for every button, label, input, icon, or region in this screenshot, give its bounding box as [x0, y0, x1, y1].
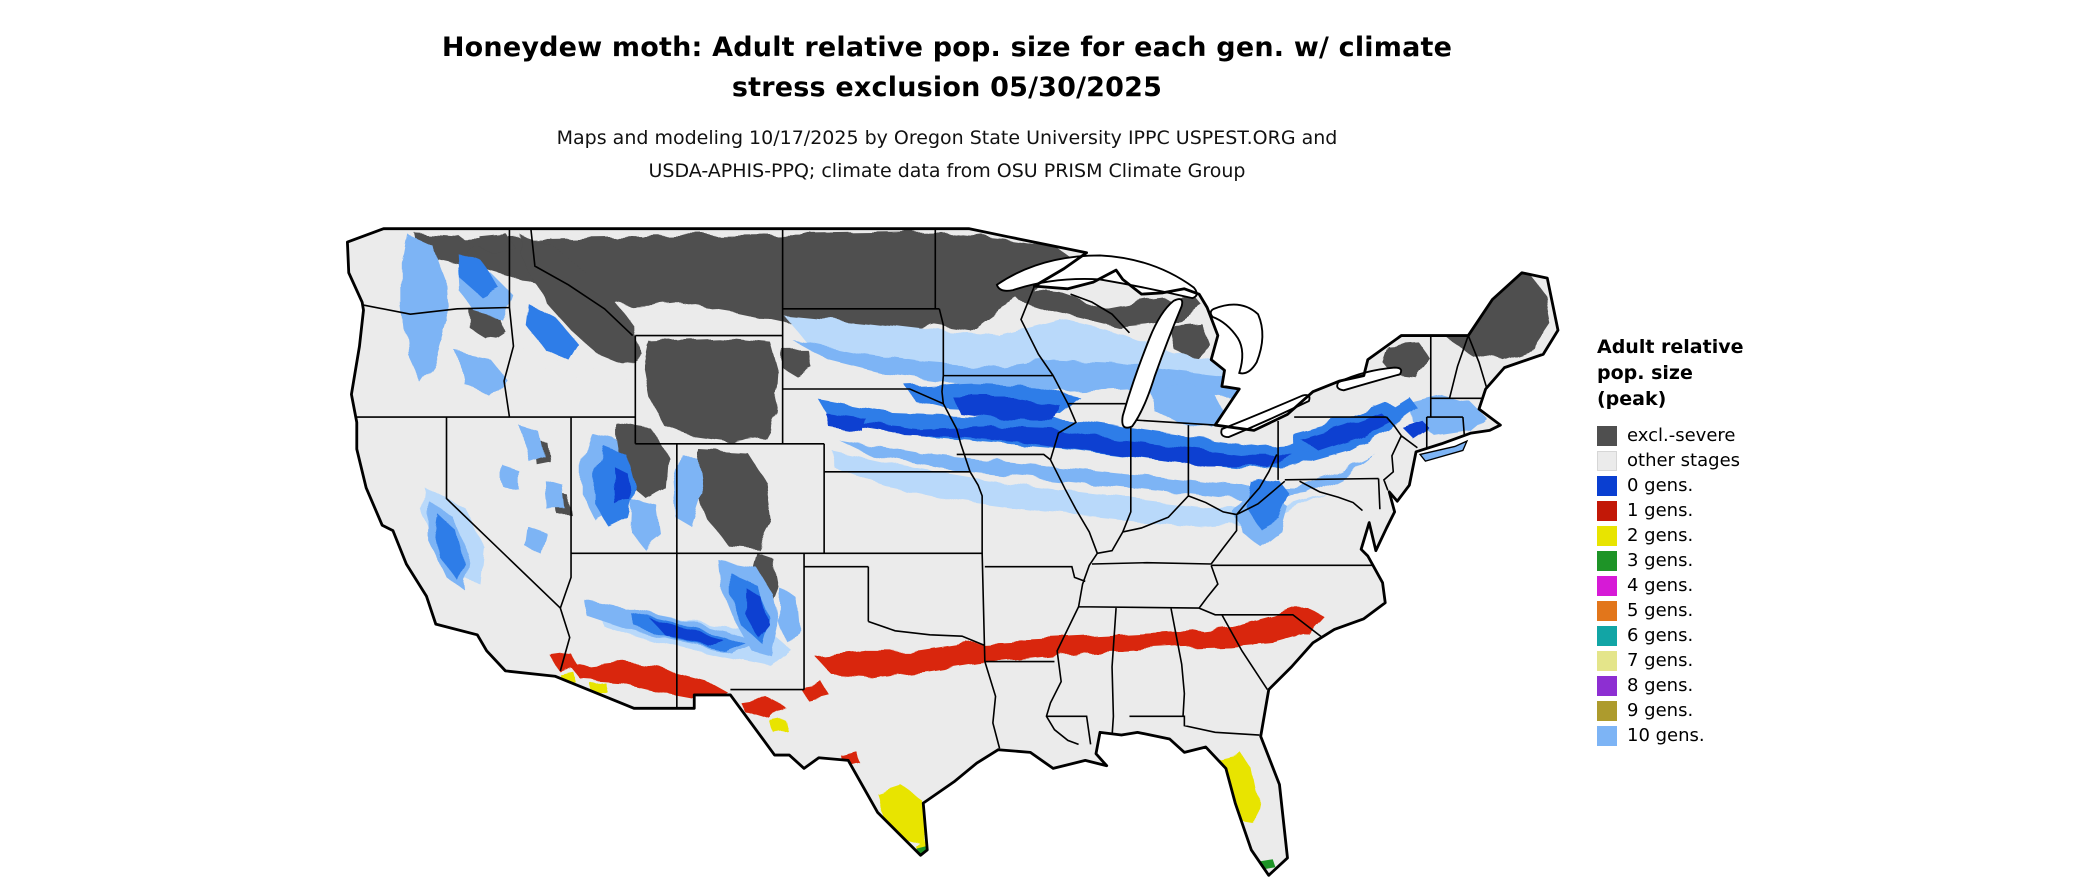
legend-swatch	[1597, 600, 1617, 621]
legend-item: 6 gens.	[1597, 623, 1827, 648]
legend-swatch	[1597, 725, 1617, 746]
legend-swatch	[1597, 675, 1617, 696]
legend-item-label: 5 gens.	[1627, 600, 1694, 621]
legend-item-label: 4 gens.	[1627, 575, 1694, 596]
legend-item: 1 gens.	[1597, 498, 1827, 523]
legend-title: Adult relative pop. size (peak)	[1597, 334, 1827, 412]
legend-title-line-1: Adult relative	[1597, 336, 1744, 358]
state-borders	[351, 228, 1488, 749]
lake-ontario	[1336, 366, 1403, 392]
legend-item-label: 2 gens.	[1627, 525, 1694, 546]
us-choropleth-map	[346, 227, 1560, 877]
legend-item-label: 9 gens.	[1627, 700, 1694, 721]
legend-item-label: excl.-severe	[1627, 425, 1736, 446]
layer-land-holes	[512, 343, 641, 381]
legend-swatch	[1597, 500, 1617, 521]
title-line-1: Honeydew moth: Adult relative pop. size …	[441, 32, 1453, 63]
layer-gen0-core	[613, 397, 1431, 646]
legend-item-label: 1 gens.	[1627, 500, 1694, 521]
lake-huron	[1209, 303, 1264, 375]
lake-superior	[995, 254, 1198, 300]
legend-item: 4 gens.	[1597, 573, 1827, 598]
legend-item: 9 gens.	[1597, 698, 1827, 723]
legend-swatch	[1597, 525, 1617, 546]
legend-item-label: 10 gens.	[1627, 725, 1705, 746]
legend-item-label: 6 gens.	[1627, 625, 1694, 646]
legend-item: 10 gens.	[1597, 723, 1827, 748]
layer-gen1-red	[550, 605, 1324, 768]
legend-swatch	[1597, 650, 1617, 671]
legend-item-label: 8 gens.	[1627, 675, 1694, 696]
title-line-2: stress exclusion 05/30/2025	[731, 72, 1163, 103]
legend-item-label: 3 gens.	[1627, 550, 1694, 571]
legend-item: other stages	[1597, 448, 1827, 473]
legend-item: 2 gens.	[1597, 523, 1827, 548]
legend-item-label: 0 gens.	[1627, 475, 1694, 496]
legend-item: 0 gens.	[1597, 473, 1827, 498]
long-island	[1418, 439, 1469, 462]
legend-item-label: 7 gens.	[1627, 650, 1694, 671]
legend-title-line-2: pop. size	[1597, 362, 1693, 384]
layer-gen3-green	[916, 845, 1276, 876]
legend-swatch	[1597, 475, 1617, 496]
legend-swatch	[1597, 625, 1617, 646]
legend-item: 8 gens.	[1597, 673, 1827, 698]
figure-subtitle: Maps and modeling 10/17/2025 by Oregon S…	[0, 122, 1894, 188]
subtitle-line-1: Maps and modeling 10/17/2025 by Oregon S…	[556, 127, 1338, 149]
legend-item: excl.-severe	[1597, 423, 1827, 448]
legend-items: excl.-severe other stages 0 gens. 1 gens…	[1597, 423, 1827, 748]
great-lakes	[995, 254, 1403, 439]
legend-swatch	[1597, 550, 1617, 571]
subtitle-line-2: USDA-APHIS-PPQ; climate data from OSU PR…	[648, 160, 1246, 182]
legend-item: 7 gens.	[1597, 648, 1827, 673]
legend-item-label: other stages	[1627, 450, 1741, 471]
lake-michigan	[1121, 298, 1184, 429]
legend-item: 5 gens.	[1597, 598, 1827, 623]
legend-swatch	[1597, 450, 1617, 471]
legend-title-line-3: (peak)	[1597, 388, 1667, 410]
legend-item: 3 gens.	[1597, 548, 1827, 573]
page-title: Honeydew moth: Adult relative pop. size …	[0, 28, 1894, 108]
legend-swatch	[1597, 575, 1617, 596]
us-outline	[346, 227, 1560, 877]
legend-swatch	[1597, 425, 1617, 446]
legend-swatch	[1597, 700, 1617, 721]
lake-erie	[1220, 394, 1311, 439]
legend: Adult relative pop. size (peak) excl.-se…	[1597, 334, 1827, 748]
